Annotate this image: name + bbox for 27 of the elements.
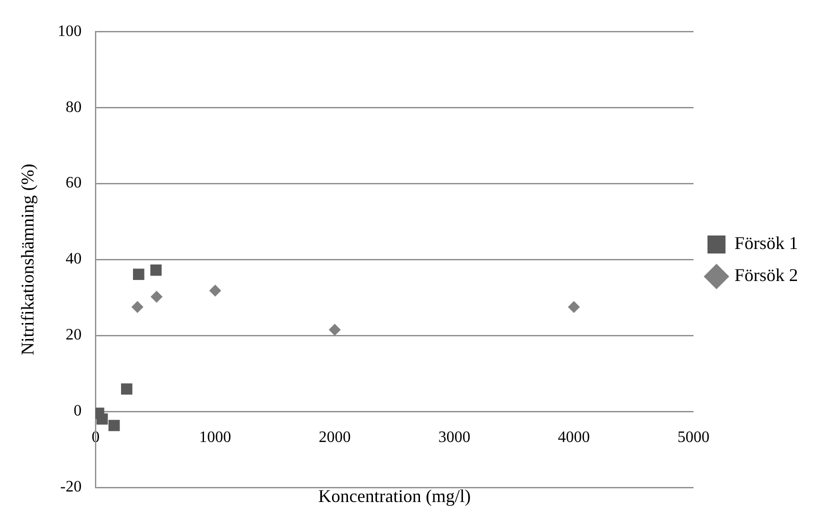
legend-label: Försök 1 (734, 233, 798, 254)
point (132, 268, 144, 280)
x-tick-label: 1000 (199, 429, 232, 446)
point (131, 300, 144, 313)
point (108, 420, 120, 432)
y-axis-title: Nitrifikationshämning (%) (18, 164, 38, 356)
x-tick-label: 5000 (677, 429, 710, 446)
y-tick-label: 80 (66, 98, 82, 116)
point (121, 383, 132, 395)
x-tick-label: 4000 (558, 429, 590, 446)
y-tick-label: 20 (66, 326, 82, 344)
y-tick-label: 40 (66, 250, 82, 268)
point (328, 324, 341, 336)
point (209, 284, 222, 297)
x-tick-label: 0 (92, 429, 100, 446)
y-tick-label: 60 (66, 174, 82, 192)
point (96, 413, 108, 425)
legend-label: Försök 2 (734, 265, 798, 286)
y-tick-label: 0 (74, 402, 82, 420)
point (150, 264, 162, 276)
point (568, 300, 580, 313)
x-axis-title: Koncentration (mg/l) (318, 486, 471, 506)
y-tick-label: 100 (58, 22, 82, 40)
y-tick-label: -20 (60, 478, 82, 496)
x-tick-label: 3000 (438, 429, 470, 446)
x-tick-label: 2000 (318, 429, 351, 446)
point (150, 290, 163, 303)
